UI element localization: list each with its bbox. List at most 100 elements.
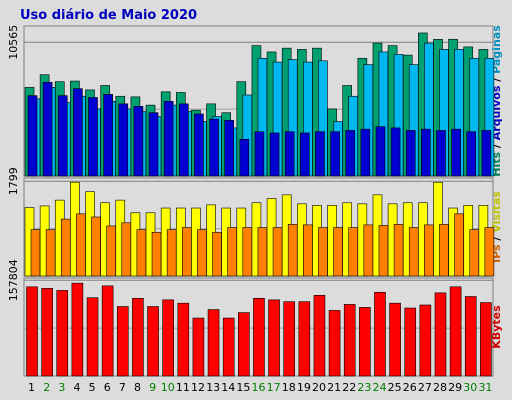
bar-bottom-kbytes-day-11 [177, 302, 190, 377]
bar-middle-ips-day-3 [60, 218, 71, 277]
bar-middle-ips-day-28 [439, 224, 449, 277]
bar-middle-ips-day-8 [136, 229, 147, 277]
bar-bottom-kbytes-day-28 [434, 292, 447, 377]
axis-label-part-middle-1: / [490, 233, 503, 245]
bar-middle-ips-day-25 [393, 224, 404, 277]
x-tick-label-day-20: 20 [312, 381, 326, 394]
bar-top-arquivos-day-27 [421, 128, 431, 177]
bar-middle-ips-day-22 [348, 227, 359, 277]
bar-middle-ips-day-31 [484, 227, 495, 277]
bar-bottom-kbytes-day-1 [26, 286, 38, 377]
x-tick-label-day-4: 4 [73, 381, 80, 394]
bar-middle-ips-day-14 [227, 227, 237, 277]
bar-middle-ips-day-26 [408, 227, 419, 277]
x-tick-label-day-21: 21 [327, 381, 341, 394]
x-tick-label-day-13: 13 [206, 381, 220, 394]
bar-bottom-kbytes-day-17 [268, 299, 280, 377]
x-tick-label-day-15: 15 [236, 381, 250, 394]
x-tick-label-day-16: 16 [252, 381, 266, 394]
x-tick-label-day-12: 12 [191, 381, 205, 394]
bar-middle-ips-day-9 [151, 231, 162, 277]
bar-middle-ips-day-6 [106, 225, 116, 277]
bar-middle-ips-day-29 [454, 213, 464, 277]
ymax-label-bottom: 157804 [7, 259, 20, 301]
x-tick-label-day-3: 3 [58, 381, 65, 394]
bar-top-arquivos-day-26 [405, 130, 416, 177]
bar-bottom-kbytes-day-18 [283, 301, 295, 377]
bar-top-arquivos-day-8 [133, 106, 144, 177]
bar-middle-ips-day-19 [303, 224, 313, 277]
bar-middle-ips-day-11 [181, 227, 192, 277]
bar-bottom-kbytes-day-24 [374, 291, 386, 377]
bar-top-arquivos-day-16 [254, 131, 265, 177]
bar-middle-ips-day-30 [469, 229, 480, 277]
x-tick-label-day-27: 27 [418, 381, 432, 394]
bar-top-arquivos-day-31 [481, 130, 492, 177]
bar-bottom-kbytes-day-16 [253, 298, 265, 377]
bar-top-arquivos-day-2 [42, 82, 53, 177]
x-tick-label-day-19: 19 [297, 381, 311, 394]
bar-bottom-kbytes-day-6 [101, 285, 114, 377]
bar-middle-ips-day-12 [197, 229, 207, 277]
bar-middle-ips-day-18 [287, 224, 298, 277]
axis-label-bottom: KBytes [490, 305, 503, 349]
bar-top-arquivos-day-28 [436, 130, 446, 177]
x-tick-label-day-28: 28 [433, 381, 447, 394]
bar-top-arquivos-day-5 [88, 97, 98, 177]
axis-label-part-top-3: / [490, 74, 503, 86]
bar-bottom-kbytes-day-13 [207, 309, 220, 377]
bar-top-arquivos-day-24 [375, 126, 386, 177]
bar-bottom-kbytes-day-19 [298, 301, 311, 377]
bar-top-arquivos-day-19 [300, 132, 310, 177]
bar-top-arquivos-day-7 [118, 103, 129, 177]
bar-top-arquivos-day-25 [390, 127, 401, 177]
bar-bottom-kbytes-day-3 [56, 290, 69, 377]
ymax-label-top: 10565 [7, 25, 20, 60]
x-tick-label-day-1: 1 [28, 381, 35, 394]
bar-middle-ips-day-7 [121, 222, 132, 277]
bar-middle-ips-day-4 [76, 213, 86, 277]
bar-bottom-kbytes-day-21 [328, 310, 341, 377]
bar-middle-ips-day-10 [166, 229, 177, 277]
bar-middle-ips-day-17 [272, 227, 283, 277]
bar-bottom-kbytes-day-29 [449, 286, 462, 377]
bar-top-arquivos-day-21 [330, 131, 340, 177]
bar-top-arquivos-day-4 [73, 88, 83, 177]
bar-bottom-kbytes-day-9 [147, 306, 159, 377]
bar-top-arquivos-day-20 [315, 131, 325, 177]
bar-bottom-kbytes-day-12 [192, 317, 205, 377]
x-tick-label-day-10: 10 [161, 381, 175, 394]
bar-top-arquivos-day-29 [451, 128, 461, 177]
bar-bottom-kbytes-day-22 [343, 304, 356, 377]
x-tick-label-day-23: 23 [357, 381, 371, 394]
x-tick-label-day-26: 26 [403, 381, 417, 394]
x-tick-label-day-30: 30 [463, 381, 477, 394]
bar-middle-ips-day-16 [257, 227, 268, 277]
x-tick-label-day-22: 22 [342, 381, 356, 394]
axis-label-part-bottom-0: KBytes [490, 305, 503, 349]
bar-top-arquivos-day-11 [178, 103, 189, 177]
bar-bottom-kbytes-day-23 [359, 307, 371, 377]
x-tick-label-day-24: 24 [373, 381, 387, 394]
bar-bottom-kbytes-day-30 [464, 296, 477, 377]
axis-label-part-top-1: / [490, 140, 503, 152]
bar-top-arquivos-day-22 [345, 130, 356, 177]
x-tick-label-day-29: 29 [448, 381, 462, 394]
bar-middle-ips-day-13 [212, 231, 222, 277]
x-tick-label-day-11: 11 [176, 381, 190, 394]
bar-top-arquivos-day-12 [194, 113, 204, 177]
bar-top-arquivos-day-23 [360, 128, 371, 177]
x-tick-label-day-5: 5 [89, 381, 96, 394]
x-tick-label-day-2: 2 [43, 381, 50, 394]
bar-middle-ips-day-27 [424, 224, 434, 277]
chart-title: Uso diário de Maio 2020 [20, 8, 197, 23]
bar-top-arquivos-day-17 [269, 132, 280, 177]
bar-bottom-kbytes-day-4 [71, 282, 84, 377]
bar-top-arquivos-day-6 [103, 94, 113, 177]
bar-top-arquivos-day-10 [163, 101, 174, 177]
bar-top-arquivos-day-13 [209, 118, 219, 177]
bar-top-arquivos-day-9 [148, 112, 159, 177]
panel-bottom: 157804 KBytes [7, 259, 503, 377]
